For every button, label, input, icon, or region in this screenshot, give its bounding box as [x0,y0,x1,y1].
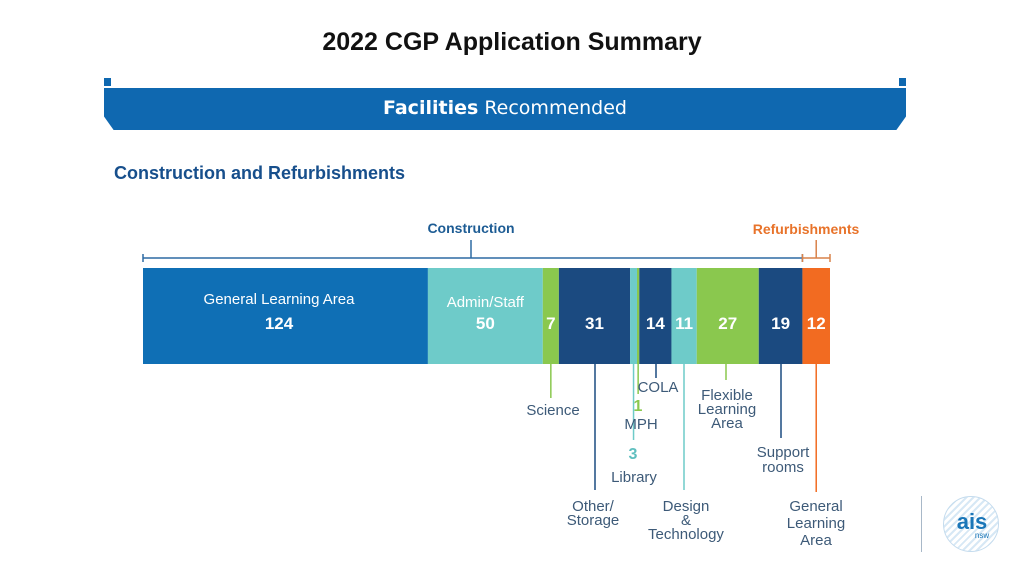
bar-segment-9 [758,268,803,364]
segment-value-3: 31 [585,314,604,333]
bar-segment-7 [671,268,697,364]
facilities-banner: Facilities Recommended [104,88,906,130]
ais-nsw-logo: ais nsw [943,496,999,552]
bar-segment-10 [802,268,830,364]
bar-segment-4 [630,268,637,364]
segment-value-2: 7 [546,314,555,333]
callout-flexible-3: Area [711,415,743,432]
callout-other-storage-2: Storage [567,512,620,529]
banner-rest-text: Recommended [478,97,627,119]
segment-value-6: 14 [646,314,665,333]
callout-library: Library [611,469,657,486]
bar-segment-1 [427,268,543,364]
bar-segment-5 [637,268,640,364]
bar-segment-2 [542,268,559,364]
segment-value-10: 12 [807,314,826,333]
bar-segment-6 [639,268,672,364]
banner-bold-text: Facilities [383,97,479,119]
callout-library-value: 3 [629,446,638,463]
callout-cola: COLA [638,379,679,396]
bar-segment-8 [696,268,759,364]
callout-refurb-gla-3: Area [800,532,832,549]
segment-label-0: General Learning Area [204,291,356,308]
callout-mph: MPH [624,416,657,433]
callout-refurb-gla-2: Learning [787,515,845,532]
page-title: 2022 CGP Application Summary [322,28,702,56]
segment-value-9: 19 [771,314,790,333]
callout-flexible-1: Flexible [701,387,753,404]
logo-subtext: nsw [974,531,990,540]
refurbishments-heading: Refurbishments [753,221,860,237]
callout-mph-value: 1 [634,398,643,415]
logo-divider [921,496,922,552]
bar-segment-3 [558,268,631,364]
callout-design-tech-1: Design [663,498,710,515]
callout-support-rooms-2: rooms [762,459,804,476]
callout-support-rooms-1: Support [757,444,810,461]
banner-bracket [104,78,906,86]
segment-value-8: 27 [718,314,737,333]
callout-design-tech-3: Technology [648,526,724,543]
bar-segment-0 [143,268,428,364]
segment-value-1: 50 [476,314,495,333]
segment-value-7: 11 [675,314,693,333]
callout-science: Science [526,402,579,419]
logo-text: ais [956,509,988,534]
callout-refurb-gla-1: General [789,498,842,515]
construction-heading: Construction [427,220,514,236]
callout-other-storage-1: Other/ [572,498,615,515]
callout-design-tech-2: & [681,512,691,529]
segment-label-1: Admin/Staff [447,294,525,311]
callout-flexible-2: Learning [698,401,756,418]
segment-value-0: 124 [265,314,294,333]
section-heading: Construction and Refurbishments [114,163,406,183]
